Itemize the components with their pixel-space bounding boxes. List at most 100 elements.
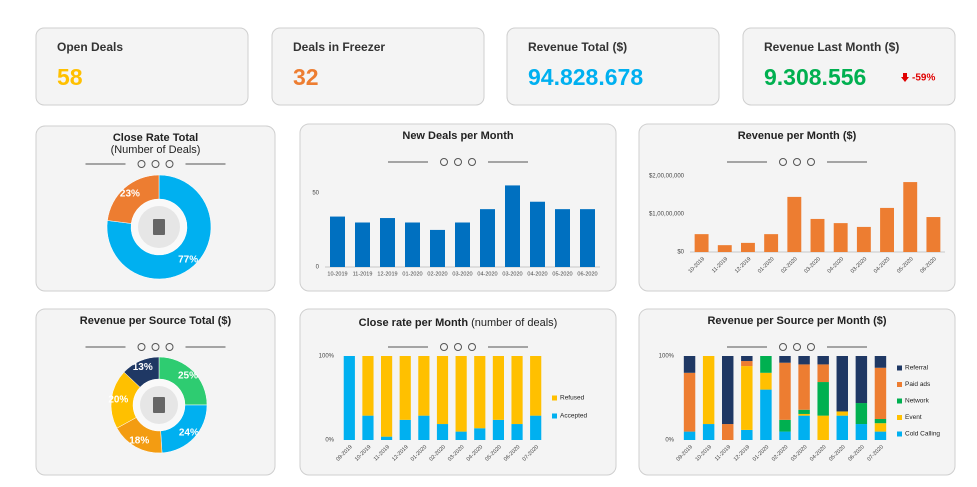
divider-dot xyxy=(440,343,448,351)
legend-label: Cold Calling xyxy=(905,431,940,438)
bar-segment xyxy=(741,361,753,367)
data-label: 18% xyxy=(129,436,149,447)
bar-segment xyxy=(779,356,791,363)
bar-segment xyxy=(817,356,829,365)
bar-segment xyxy=(836,415,848,440)
bar xyxy=(505,185,520,267)
kpi-change: -59% xyxy=(912,73,935,84)
x-tick-label: 05-2020 xyxy=(552,271,572,277)
bar-segment xyxy=(817,364,829,383)
kpi-value: 94.828.678 xyxy=(528,64,643,90)
divider-dot xyxy=(468,343,476,351)
bar-segment xyxy=(362,415,374,440)
bar-segment xyxy=(741,356,753,362)
bar-segment xyxy=(779,419,791,432)
bar-segment xyxy=(455,431,467,440)
center-icon xyxy=(153,219,165,235)
bar xyxy=(903,182,918,252)
chart-title: Close Rate Total xyxy=(113,132,198,144)
bar xyxy=(741,242,755,252)
bar-segment xyxy=(381,436,393,440)
data-label: 23% xyxy=(120,189,140,200)
legend-swatch xyxy=(897,415,902,420)
divider-dot xyxy=(779,343,787,351)
data-label: 24% xyxy=(179,428,199,439)
chart-title-main: Close rate per Month xyxy=(359,317,469,329)
chart-subtitle: (number of deals) xyxy=(471,317,557,329)
y-tick-label: 0 xyxy=(316,265,320,271)
bar-segment xyxy=(683,356,696,373)
bar-segment xyxy=(722,424,734,440)
bar xyxy=(580,209,595,267)
y-tick-label: 50 xyxy=(312,190,319,196)
legend-label: Paid ads xyxy=(905,381,931,388)
bar-segment xyxy=(874,367,887,419)
kpi-value: 58 xyxy=(57,64,83,90)
data-label: 20% xyxy=(108,395,128,406)
chart-title: Close rate per Month (number of deals) xyxy=(359,317,558,329)
divider-dot xyxy=(454,158,462,166)
bar-segment xyxy=(798,415,810,440)
donut-segment xyxy=(107,174,160,224)
chart-title: New Deals per Month xyxy=(402,130,514,142)
bar xyxy=(330,216,345,267)
bar-segment xyxy=(760,356,772,373)
bar-segment xyxy=(399,356,411,420)
bar xyxy=(810,218,825,252)
bar xyxy=(880,207,894,252)
kpi-card xyxy=(742,27,956,106)
bar-segment xyxy=(798,409,810,414)
x-tick-label: 04-2020 xyxy=(527,271,547,277)
x-tick-label: 03-2020 xyxy=(502,271,522,277)
bar-segment xyxy=(455,356,467,432)
bar-segment xyxy=(817,415,829,440)
kpi-label: Revenue Last Month ($) xyxy=(764,40,899,54)
legend-label: Refused xyxy=(560,395,585,402)
bar-segment xyxy=(343,356,355,440)
y-tick-label: $0 xyxy=(677,250,684,256)
divider-dot xyxy=(807,343,815,351)
y-tick-label: 100% xyxy=(319,354,335,360)
bar xyxy=(480,209,495,267)
legend-swatch xyxy=(552,395,557,401)
bar-segment xyxy=(381,356,393,437)
bar xyxy=(455,222,470,267)
bar-segment xyxy=(874,431,887,440)
bar-segment xyxy=(722,356,734,425)
legend-label: Referral xyxy=(905,365,929,372)
bar xyxy=(555,209,570,267)
bar xyxy=(405,222,420,267)
x-tick-label: 03-2020 xyxy=(452,271,472,277)
kpi-card xyxy=(506,27,720,106)
bar-segment xyxy=(817,382,829,416)
bar xyxy=(380,218,395,267)
x-tick-label: 12-2019 xyxy=(377,271,397,277)
divider-dot xyxy=(454,343,462,351)
bar xyxy=(833,223,848,252)
down-arrow-icon xyxy=(901,73,909,82)
bar-segment xyxy=(741,366,753,430)
bar-segment xyxy=(530,356,542,416)
bar xyxy=(430,229,445,267)
kpi-label: Deals in Freezer xyxy=(293,40,385,54)
divider-dot xyxy=(151,160,160,168)
chart-title: Revenue per Source Total ($) xyxy=(80,315,232,327)
chart-subtitle: (Number of Deals) xyxy=(111,144,201,156)
kpi-label: Revenue Total ($) xyxy=(528,40,627,54)
bar-segment xyxy=(399,419,411,440)
x-tick-label: 02-2020 xyxy=(427,271,447,277)
bar-segment xyxy=(760,372,772,390)
divider-dot xyxy=(793,343,801,351)
bar-segment xyxy=(702,424,715,440)
bar-segment xyxy=(418,356,430,416)
y-tick-label: 0% xyxy=(325,438,334,444)
divider-dot xyxy=(793,158,801,166)
bar-segment xyxy=(874,423,887,432)
x-tick-label: 11-2019 xyxy=(353,271,373,277)
data-label: 13% xyxy=(133,362,153,373)
divider-dot xyxy=(165,160,174,168)
bar xyxy=(355,222,370,267)
bar-segment xyxy=(798,364,810,410)
bar xyxy=(717,245,732,252)
